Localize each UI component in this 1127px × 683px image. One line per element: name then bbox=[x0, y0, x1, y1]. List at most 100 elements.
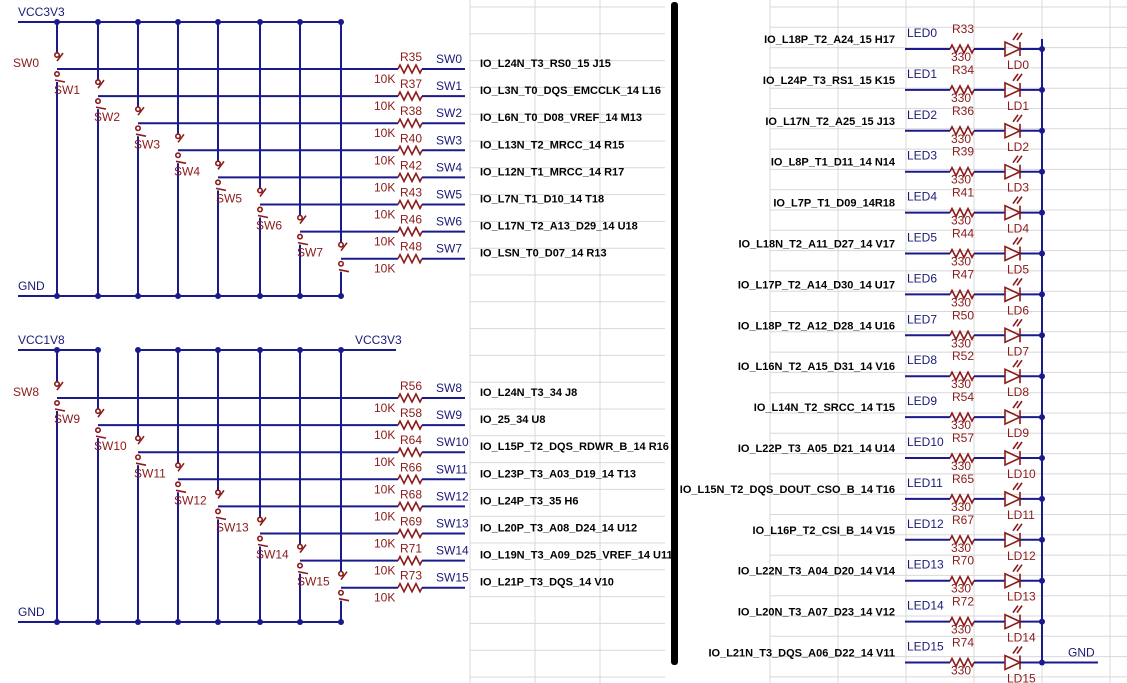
resistor-value: 330 bbox=[951, 500, 971, 514]
resistor-value: 10K bbox=[374, 126, 395, 140]
fpga-pin-label: IO_25_34 U8 bbox=[480, 414, 545, 426]
resistor-value: 10K bbox=[374, 99, 395, 113]
resistor-symbol bbox=[949, 206, 975, 219]
resistor-value: 330 bbox=[951, 541, 971, 555]
net-label: SW0 bbox=[436, 52, 462, 66]
resistor-symbol bbox=[949, 43, 975, 55]
led-ref: LD8 bbox=[1007, 385, 1029, 399]
led-triangle bbox=[1004, 163, 1022, 180]
junction-dot bbox=[297, 619, 303, 625]
fpga-pin-label: IO_L18N_T2_A11_D27_14 V17 bbox=[738, 239, 895, 251]
switch-lever bbox=[175, 160, 187, 165]
switch-lever bbox=[257, 214, 269, 219]
resistor-ref: R54 bbox=[952, 390, 974, 404]
fpga-pin-label: IO_L7P_T1_D09_14R18 bbox=[773, 198, 895, 210]
resistor-symbol bbox=[397, 554, 423, 567]
led-ref: LD11 bbox=[1007, 508, 1035, 522]
switch-lever bbox=[56, 381, 64, 391]
resistor-value: 330 bbox=[951, 255, 971, 269]
junction-dot bbox=[54, 19, 60, 25]
switch-lever bbox=[340, 242, 348, 252]
switch-lever bbox=[215, 187, 227, 192]
net-label: SW13 bbox=[436, 517, 469, 531]
switch-lever bbox=[135, 133, 147, 137]
resistor-symbol bbox=[397, 225, 423, 238]
junction-dot bbox=[175, 19, 181, 25]
resistor-value: 10K bbox=[374, 153, 395, 167]
switch-lever bbox=[299, 544, 307, 554]
page-divider bbox=[671, 2, 678, 665]
net-label: SW10 bbox=[436, 435, 469, 449]
junction-dot bbox=[175, 619, 181, 625]
switch-lever bbox=[297, 241, 309, 246]
led-triangle bbox=[1004, 122, 1022, 140]
junction-dot bbox=[175, 293, 181, 299]
fpga-pin-label: IO_L15P_T2_DQS_RDWR_B_14 R16 bbox=[480, 441, 669, 453]
led-triangle bbox=[1004, 367, 1022, 385]
fpga-pin-label: IO_L3N_T0_DQS_EMCCLK_14 L16 bbox=[480, 85, 661, 97]
led-block: IO_L18P_T2_A24_15 H17 LED0 R33 330 LD0 IO_L24… bbox=[680, 22, 1098, 683]
switch-ref: SW8 bbox=[13, 385, 39, 399]
net-label: SW15 bbox=[436, 571, 469, 585]
resistor-symbol bbox=[949, 247, 975, 260]
switch-block-2: VCC1V8 VCC3V3 GND SW8 R56 10K SW8 IO_L24N_T3_34… bbox=[13, 333, 673, 625]
net-label: SW11 bbox=[436, 462, 468, 476]
led-ref: LD4 bbox=[1007, 222, 1029, 236]
resistor-symbol bbox=[949, 329, 975, 342]
fpga-pin-label: IO_L16N_T2_A15_D31_14 V16 bbox=[738, 361, 895, 373]
switch-lever bbox=[297, 570, 309, 575]
switch-ref: SW15 bbox=[297, 575, 330, 589]
fpga-pin-label: IO_L14N_T2_SRCC_14 T15 bbox=[754, 402, 895, 414]
switch-contact bbox=[296, 233, 303, 240]
switch-lever bbox=[54, 79, 66, 83]
resistor-value: 10K bbox=[374, 591, 395, 605]
led-arrows bbox=[1012, 196, 1023, 205]
switch-lever bbox=[338, 268, 350, 273]
junction-dot bbox=[338, 347, 344, 353]
led-ref: LD3 bbox=[1007, 181, 1029, 195]
led-net-label: LED13 bbox=[907, 558, 944, 572]
led-net-label: LED10 bbox=[907, 435, 944, 449]
switch-contact bbox=[256, 516, 263, 523]
switch-contact bbox=[215, 489, 222, 496]
resistor-ref: R56 bbox=[400, 379, 422, 393]
junction-dot bbox=[54, 619, 60, 625]
led-triangle bbox=[1004, 531, 1022, 549]
switch-contact bbox=[175, 481, 182, 488]
switch-lever bbox=[97, 408, 105, 418]
resistor-ref: R70 bbox=[952, 554, 974, 568]
led-net-label: LED0 bbox=[907, 26, 937, 40]
switch-lever bbox=[299, 215, 307, 225]
resistor-ref: R33 bbox=[952, 22, 974, 36]
led-triangle bbox=[1004, 40, 1022, 58]
led-arrows bbox=[1012, 114, 1023, 123]
resistor-symbol bbox=[397, 90, 423, 102]
switch-contact bbox=[53, 399, 60, 406]
switch-ref: SW9 bbox=[54, 412, 80, 426]
switch-contact bbox=[256, 187, 263, 194]
led-ref: LD7 bbox=[1007, 344, 1029, 358]
led-triangle bbox=[1004, 572, 1022, 589]
led-arrows bbox=[1012, 523, 1023, 532]
resistor-ref: R68 bbox=[400, 487, 422, 501]
switch-lever bbox=[54, 408, 66, 412]
vcc-label: VCC3V3 bbox=[18, 5, 65, 19]
resistor-ref: R35 bbox=[400, 50, 422, 64]
led-ref: LD15 bbox=[1007, 672, 1036, 683]
led-ref: LD6 bbox=[1007, 303, 1029, 317]
switch-ref: SW5 bbox=[216, 192, 242, 206]
gnd-label: GND bbox=[1068, 646, 1095, 660]
switch-contact bbox=[175, 152, 182, 159]
led-ref: LD10 bbox=[1007, 467, 1036, 481]
spreadsheet-grid bbox=[469, 0, 1127, 683]
fpga-pin-label: IO_L24N_T3_34 J8 bbox=[480, 387, 577, 399]
led-triangle bbox=[1004, 408, 1022, 426]
led-net-label: LED14 bbox=[907, 599, 944, 613]
led-ref: LD1 bbox=[1007, 99, 1029, 113]
resistor-ref: R64 bbox=[400, 433, 422, 447]
switch-lever bbox=[95, 435, 107, 439]
net-label: SW7 bbox=[436, 242, 462, 256]
resistor-symbol bbox=[397, 473, 423, 486]
fpga-pin-label: IO_L12N_T1_MRCC_14 R17 bbox=[480, 166, 624, 178]
